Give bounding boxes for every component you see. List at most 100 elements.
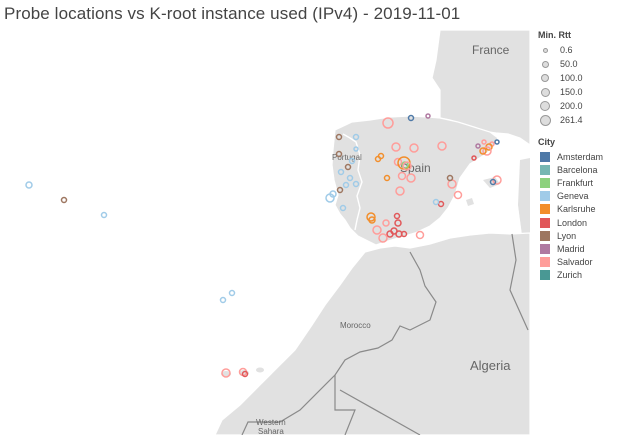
city-legend-item[interactable]: Lyon	[538, 229, 638, 242]
city-legend-item[interactable]: Barcelona	[538, 163, 638, 176]
city-swatch	[540, 204, 550, 215]
probe-marker[interactable]	[475, 143, 481, 149]
probe-marker[interactable]	[221, 368, 231, 378]
city-legend-item[interactable]: London	[538, 216, 638, 229]
city-legend-label: Madrid	[557, 243, 585, 254]
balearic-islands	[483, 177, 500, 188]
city-legend-item[interactable]: Frankfurt	[538, 176, 638, 189]
probe-marker[interactable]	[372, 225, 382, 235]
probe-marker[interactable]	[353, 146, 359, 152]
probe-marker[interactable]	[335, 133, 343, 141]
probe-marker[interactable]	[368, 216, 376, 224]
city-legend-item[interactable]: Karlsruhe	[538, 203, 638, 216]
probe-marker[interactable]	[339, 204, 347, 212]
probe-marker[interactable]	[400, 230, 408, 238]
size-legend-item[interactable]: 200.0	[538, 99, 638, 113]
size-legend-item[interactable]: 100.0	[538, 71, 638, 85]
probe-marker[interactable]	[432, 198, 440, 206]
city-legend-label: Karlsruhe	[557, 204, 596, 215]
probe-marker[interactable]	[407, 114, 415, 122]
size-symbol	[540, 101, 550, 111]
size-symbol	[541, 74, 549, 82]
size-legend-label: 50.0	[560, 59, 578, 69]
city-swatch	[540, 177, 550, 188]
morocco-algeria-border	[334, 251, 437, 435]
probe-marker[interactable]	[394, 219, 402, 227]
size-legend-item[interactable]: 150.0	[538, 85, 638, 99]
probe-marker[interactable]	[100, 211, 108, 219]
probe-marker[interactable]	[25, 181, 33, 189]
probe-marker[interactable]	[494, 139, 500, 145]
size-symbol	[542, 47, 548, 53]
probe-marker[interactable]	[453, 190, 463, 200]
probe-marker[interactable]	[342, 181, 350, 189]
city-legend-item[interactable]: Madrid	[538, 242, 638, 255]
probe-marker[interactable]	[383, 174, 391, 182]
city-swatch	[540, 164, 550, 175]
probe-marker[interactable]	[346, 174, 354, 182]
city-legend-list: Amsterdam Barcelona Frankfurt Geneva Karlsru…	[538, 150, 638, 282]
probe-marker[interactable]	[60, 196, 68, 204]
probe-marker[interactable]	[481, 139, 487, 145]
probe-marker[interactable]	[482, 146, 492, 156]
probe-marker[interactable]	[446, 174, 454, 182]
size-legend-item[interactable]: 261.4	[538, 113, 638, 127]
ibiza-island	[466, 198, 474, 206]
size-legend-item[interactable]: 0.6	[538, 43, 638, 57]
mauritania-border	[339, 389, 421, 435]
probe-marker[interactable]	[397, 171, 407, 181]
probe-marker[interactable]	[378, 233, 388, 243]
probe-marker[interactable]	[348, 157, 356, 165]
probe-marker[interactable]	[406, 173, 416, 183]
probe-marker[interactable]	[409, 143, 419, 153]
probe-marker[interactable]	[382, 117, 394, 129]
probe-marker[interactable]	[471, 155, 477, 161]
probe-marker[interactable]	[336, 186, 344, 194]
probe-marker[interactable]	[352, 133, 360, 141]
city-swatch	[540, 191, 550, 202]
size-legend-label: 200.0	[560, 101, 583, 111]
map[interactable]: France Portugal Spain Morocco Algeria We…	[0, 30, 530, 435]
morocco-label: Morocco	[340, 321, 371, 330]
probe-marker[interactable]	[382, 219, 390, 227]
probe-marker[interactable]	[479, 147, 487, 155]
probe-marker[interactable]	[241, 370, 249, 378]
canary-island	[256, 367, 264, 373]
size-legend-title: Min. Rtt	[538, 30, 571, 40]
probe-marker[interactable]	[489, 178, 497, 186]
probe-marker[interactable]	[219, 296, 227, 304]
map-canvas[interactable]: France Portugal Spain Morocco Algeria We…	[0, 30, 530, 435]
probe-marker[interactable]	[437, 141, 447, 151]
probe-marker[interactable]	[393, 212, 401, 220]
portugal-border	[342, 133, 363, 231]
probe-marker[interactable]	[395, 186, 405, 196]
probe-marker[interactable]	[337, 168, 345, 176]
probe-marker[interactable]	[329, 190, 337, 198]
city-legend-label: Barcelona	[557, 164, 598, 175]
size-legend-item[interactable]: 50.0	[538, 57, 638, 71]
city-legend-item[interactable]: Zurich	[538, 269, 638, 282]
city-legend-label: Frankfurt	[557, 177, 594, 188]
probe-marker[interactable]	[391, 142, 401, 152]
probe-marker[interactable]	[415, 230, 425, 240]
city-legend-item[interactable]: Salvador	[538, 256, 638, 269]
corsica-sardinia	[518, 158, 530, 240]
probe-marker[interactable]	[335, 150, 343, 158]
western-sahara-label-2: Sahara	[258, 427, 284, 435]
city-legend-label: Amsterdam	[557, 151, 604, 162]
probe-marker[interactable]	[366, 212, 376, 222]
probe-marker[interactable]	[352, 180, 360, 188]
city-legend-label: Geneva	[557, 191, 589, 202]
sahara-border	[241, 374, 336, 435]
probe-markers[interactable]	[25, 113, 502, 378]
probe-marker[interactable]	[344, 163, 352, 171]
city-legend-label: Salvador	[557, 257, 593, 268]
city-legend-item[interactable]: Amsterdam	[538, 150, 638, 163]
probe-marker[interactable]	[374, 155, 382, 163]
city-swatch	[540, 230, 550, 241]
probe-marker[interactable]	[228, 289, 236, 297]
city-legend-label: Zurich	[557, 270, 583, 281]
city-legend-item[interactable]: Geneva	[538, 190, 638, 203]
probe-marker[interactable]	[402, 161, 412, 171]
probe-marker[interactable]	[425, 113, 431, 119]
